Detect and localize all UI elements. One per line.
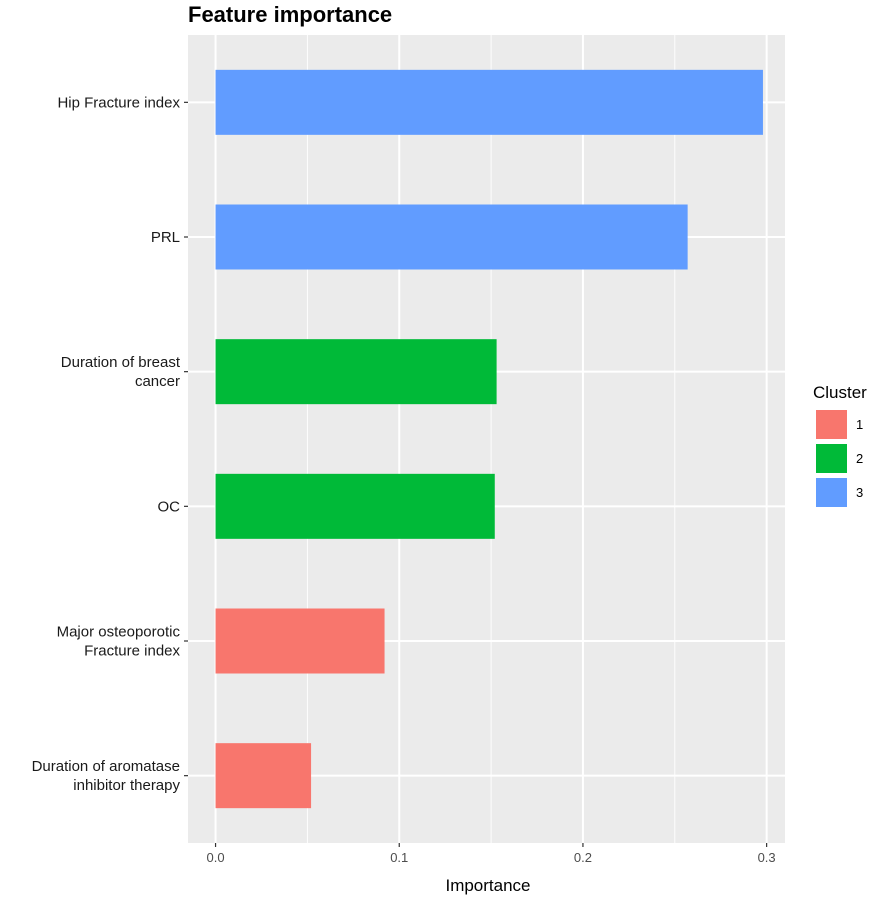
bars [215,69,763,809]
x-tick-label: 0.3 [758,850,776,865]
legend: Cluster 1 2 3 [813,383,867,507]
bar [215,743,312,809]
y-tick-label: OC [158,498,181,515]
legend-key [816,478,847,507]
y-tick-label: Fracture index [84,643,180,660]
legend-label: 3 [856,485,863,500]
x-tick-label: 0.0 [207,850,225,865]
bar [215,608,385,674]
bar [215,69,763,135]
x-tick-label: 0.1 [390,850,408,865]
y-tick-label: inhibitor therapy [73,777,180,794]
legend-key [816,410,847,439]
bar [215,204,688,270]
x-axis-labels: 0.0 0.1 0.2 0.3 [207,843,776,865]
y-tick-label: Hip Fracture index [57,94,180,111]
x-tick-label: 0.2 [574,850,592,865]
legend-key [816,444,847,473]
plot-panel [188,35,785,843]
legend-title: Cluster [813,383,867,402]
y-tick-label: cancer [135,373,180,390]
legend-label: 1 [856,417,863,432]
chart-title: Feature importance [188,2,392,27]
y-tick-label: Duration of breast [61,354,181,371]
x-axis-title: Importance [445,876,530,895]
y-axis-labels: Hip Fracture index PRL Duration of breast c… [32,94,188,794]
y-tick-label: PRL [151,229,180,246]
y-tick-label: Duration of aromatase [32,758,180,775]
y-tick-label: Major osteoporotic [57,624,181,641]
bar [215,473,495,539]
legend-label: 2 [856,451,863,466]
bar [215,339,497,405]
